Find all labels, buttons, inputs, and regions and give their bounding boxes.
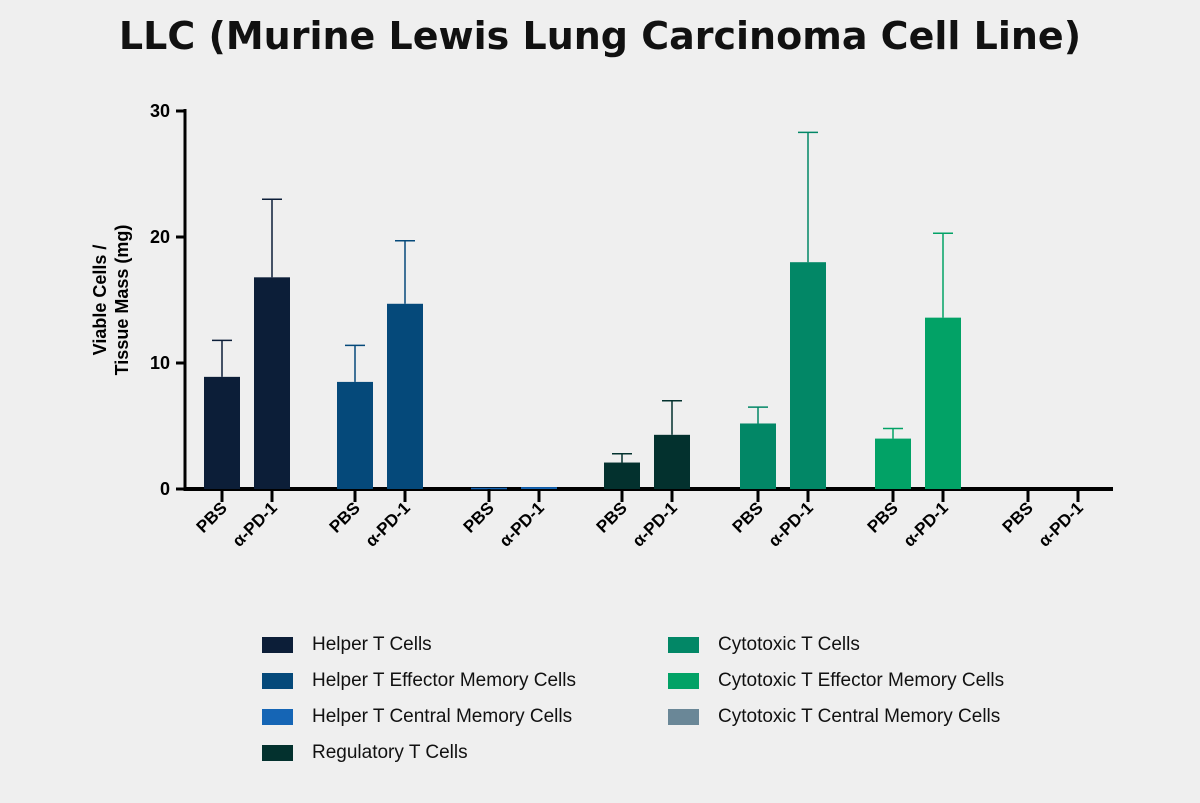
- x-tick-label: α-PD-1: [765, 498, 817, 550]
- x-tick-label: PBS: [460, 498, 498, 536]
- legend-item: Helper T Effector Memory Cells: [262, 670, 576, 692]
- x-tick-label: PBS: [729, 498, 767, 536]
- legend-label: Cytotoxic T Central Memory Cells: [718, 706, 1001, 727]
- legend-label: Helper T Central Memory Cells: [312, 706, 573, 727]
- x-tick-label: α-PD-1: [1035, 498, 1087, 550]
- bar: [604, 462, 640, 489]
- legend-label: Helper T Effector Memory Cells: [312, 670, 576, 691]
- legend-label: Regulatory T Cells: [312, 742, 468, 763]
- x-tick-label: α-PD-1: [629, 498, 681, 550]
- legend-label: Helper T Cells: [312, 634, 432, 655]
- y-tick-label: 30: [150, 101, 170, 121]
- x-tick-label: PBS: [999, 498, 1037, 536]
- legend-swatch: [668, 709, 699, 725]
- bar: [790, 262, 826, 489]
- legend-item: Helper T Central Memory Cells: [262, 706, 572, 728]
- bar: [254, 277, 290, 489]
- legend-item: Cytotoxic T Central Memory Cells: [668, 706, 1000, 728]
- legend-swatch: [262, 745, 293, 761]
- legend-swatch: [262, 709, 293, 725]
- legend-swatch: [262, 637, 293, 653]
- bar: [875, 438, 911, 489]
- legend-item: Cytotoxic T Effector Memory Cells: [668, 670, 1004, 692]
- legend-label: Cytotoxic T Effector Memory Cells: [718, 670, 1005, 691]
- bar: [387, 303, 423, 489]
- x-tick-label: PBS: [864, 498, 902, 536]
- x-tick-label: PBS: [193, 498, 231, 536]
- y-axis-label-line: Tissue Mass (mg): [112, 225, 132, 376]
- x-tick-label: α-PD-1: [900, 498, 952, 550]
- legend-label: Cytotoxic T Cells: [718, 634, 860, 655]
- legend-item: Regulatory T Cells: [262, 742, 468, 764]
- bar: [654, 434, 690, 489]
- x-tick-label: PBS: [593, 498, 631, 536]
- legend-swatch: [262, 673, 293, 689]
- y-tick-label: 10: [150, 353, 170, 373]
- x-tick-label: α-PD-1: [496, 498, 548, 550]
- x-tick-label: α-PD-1: [229, 498, 281, 550]
- bar: [337, 381, 373, 489]
- legend-item: Cytotoxic T Cells: [668, 634, 860, 656]
- x-tick-label: PBS: [326, 498, 364, 536]
- legend-swatch: [668, 673, 699, 689]
- y-tick-label: 0: [160, 479, 170, 499]
- legend-swatch: [668, 637, 699, 653]
- legend-item: Helper T Cells: [262, 634, 432, 656]
- bar: [740, 423, 776, 489]
- bar: [925, 317, 961, 489]
- chart-title: LLC (Murine Lewis Lung Carcinoma Cell Li…: [118, 14, 1082, 58]
- y-axis-label-line: Viable Cells /: [90, 245, 110, 356]
- bar: [521, 487, 557, 489]
- y-tick-label: 20: [150, 227, 170, 247]
- x-tick-label: α-PD-1: [362, 498, 414, 550]
- y-axis-label: Viable Cells / Tissue Mass (mg): [90, 225, 132, 376]
- bar: [471, 487, 507, 490]
- bar: [204, 376, 240, 489]
